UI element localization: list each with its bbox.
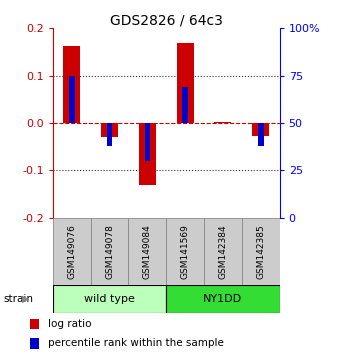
Bar (129, 218, 166, 285)
Bar (30, 319, 39, 329)
Text: log ratio: log ratio (48, 319, 92, 329)
Bar (101, 123, 118, 137)
Bar (53, 218, 91, 285)
Bar (30, 338, 39, 348)
Text: wild type: wild type (84, 294, 135, 304)
Text: GSM142384: GSM142384 (219, 224, 227, 279)
Bar (204, 218, 242, 285)
Text: GSM141569: GSM141569 (181, 224, 190, 279)
Text: strain: strain (3, 294, 33, 304)
Text: ▶: ▶ (22, 294, 30, 304)
Text: GSM149078: GSM149078 (105, 224, 114, 279)
Bar (53, 285, 166, 313)
Bar (258, 123, 264, 146)
Text: NY1DD: NY1DD (203, 294, 242, 304)
Text: percentile rank within the sample: percentile rank within the sample (48, 338, 224, 348)
Bar (139, 123, 156, 184)
Bar (107, 123, 113, 146)
Bar (69, 76, 75, 123)
Text: GSM142385: GSM142385 (256, 224, 265, 279)
Text: GSM149076: GSM149076 (67, 224, 76, 279)
Bar (214, 122, 232, 123)
Bar (91, 218, 129, 285)
Bar (242, 218, 280, 285)
Bar (177, 42, 194, 123)
Bar (166, 218, 204, 285)
Bar (166, 285, 280, 313)
Text: GSM149084: GSM149084 (143, 224, 152, 279)
Bar (63, 46, 80, 123)
Bar (182, 87, 188, 123)
Bar (145, 123, 150, 161)
Bar (252, 123, 269, 136)
Title: GDS2826 / 64c3: GDS2826 / 64c3 (110, 13, 223, 27)
